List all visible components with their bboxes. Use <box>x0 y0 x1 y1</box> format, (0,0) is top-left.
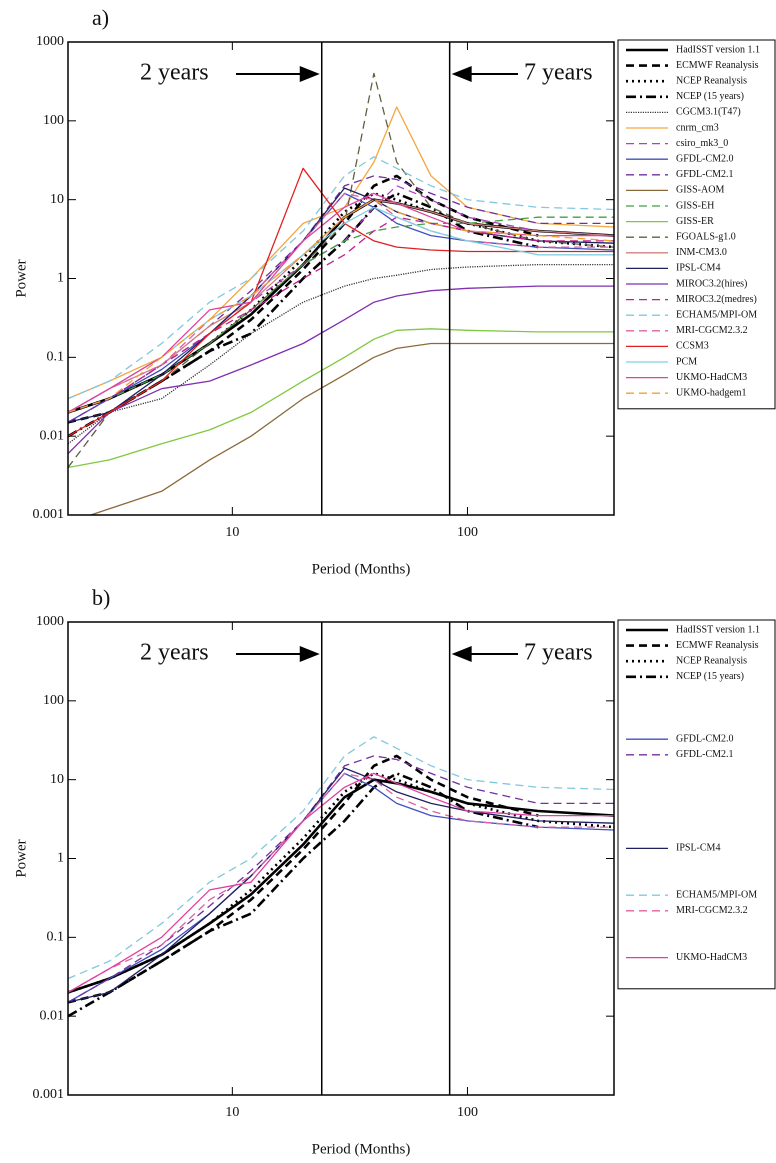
y-tick-label: 1 <box>57 851 64 866</box>
series-line <box>68 72 614 468</box>
series-group <box>68 72 614 515</box>
series-line <box>68 175 614 423</box>
legend-label: FGOALS-g1.0 <box>676 231 736 242</box>
legend-label: IPSL-CM4 <box>676 263 720 274</box>
x-axis-label: Period (Months) <box>312 561 411 577</box>
annotation: 7 years <box>524 60 593 86</box>
legend-label: MIROC3.2(medres) <box>676 294 757 305</box>
legend-label: CGCM3.1(T47) <box>676 107 741 118</box>
y-tick-label: 0.001 <box>33 507 65 522</box>
y-tick-label: 0.01 <box>40 1008 65 1023</box>
arrow-head <box>451 66 472 82</box>
x-tick-label: 100 <box>457 1105 478 1120</box>
y-tick-label: 100 <box>43 693 64 708</box>
series-line <box>68 736 614 980</box>
legend-label: cnrm_cm3 <box>676 122 719 133</box>
panel-label: b) <box>92 585 110 610</box>
y-tick-label: 1000 <box>36 614 64 629</box>
x-tick-label: 100 <box>457 525 478 540</box>
legend-label: ECMWF Reanalysis <box>676 640 759 651</box>
arrow-head <box>451 646 472 662</box>
series-line <box>68 778 614 994</box>
series-line <box>68 216 614 414</box>
series-line <box>68 772 614 993</box>
legend-label: GISS-AOM <box>676 185 724 196</box>
legend-label: UKMO-HadCM3 <box>676 952 747 963</box>
y-tick-label: 0.1 <box>47 350 65 365</box>
annotation: 7 years <box>524 640 593 666</box>
panel: a) 0.001 0.01 0.1 1 10 100 1000 10 100 Period (Mon… <box>13 5 776 577</box>
legend-label: GISS-EH <box>676 200 714 211</box>
series-line <box>68 772 614 993</box>
legend-label: HadISST version 1.1 <box>676 44 760 55</box>
legend-label: NCEP (15 years) <box>676 91 744 102</box>
legend-label: csiro_mk3_0 <box>676 138 728 149</box>
legend-label: GFDL-CM2.0 <box>676 153 734 164</box>
series-line <box>68 772 614 994</box>
legend-label: GISS-ER <box>676 216 714 227</box>
series-line <box>68 755 614 1003</box>
legend-label: NCEP Reanalysis <box>676 655 747 666</box>
y-axis-label: Power <box>13 259 29 297</box>
legend-label: GFDL-CM2.0 <box>676 733 734 744</box>
legend-label: HadISST version 1.1 <box>676 624 760 635</box>
y-tick-label: 0.1 <box>47 930 65 945</box>
series-line <box>68 199 614 414</box>
panel-label: a) <box>92 5 109 30</box>
legend-label: UKMO-hadgem1 <box>676 387 747 398</box>
x-tick-label: 10 <box>225 1105 239 1120</box>
y-axis-label: Power <box>13 839 29 877</box>
series-line <box>68 754 539 1004</box>
series-line <box>68 328 614 469</box>
series-line <box>68 263 614 445</box>
series-line <box>68 772 539 1018</box>
panel: b) 0.001 0.01 0.1 1 10 100 1000 10 100 Period (Mon… <box>13 585 776 1157</box>
annotation: 2 years <box>140 60 209 86</box>
legend-label: NCEP Reanalysis <box>676 75 747 86</box>
series-line <box>68 192 614 413</box>
y-tick-label: 1000 <box>36 34 64 49</box>
plot-frame <box>67 41 615 516</box>
legend-label: MRI-CGCM2.3.2 <box>676 325 748 336</box>
legend-label: GFDL-CM2.1 <box>676 169 734 180</box>
plot-frame <box>67 621 615 1096</box>
legend-label: CCSM3 <box>676 341 709 352</box>
legend-box <box>617 39 776 410</box>
x-tick-label: 10 <box>225 525 239 540</box>
legend-label: ECHAM5/MPI-OM <box>676 309 757 320</box>
legend-label: UKMO-HadCM3 <box>676 372 747 383</box>
series-line <box>68 156 614 400</box>
legend-label: IPSL-CM4 <box>676 843 720 854</box>
legend-label: MRI-CGCM2.3.2 <box>676 905 748 916</box>
y-tick-label: 0.01 <box>40 428 65 443</box>
legend-label: ECHAM5/MPI-OM <box>676 889 757 900</box>
y-tick-label: 10 <box>50 192 64 207</box>
annotation: 2 years <box>140 640 209 666</box>
series-line <box>68 106 614 400</box>
series-line <box>68 285 614 455</box>
legend-label: ECMWF Reanalysis <box>676 60 759 71</box>
legend-label: MIROC3.2(hires) <box>676 278 747 289</box>
legend-label: NCEP (15 years) <box>676 671 744 682</box>
legend-label: GFDL-CM2.1 <box>676 749 734 760</box>
y-tick-label: 1 <box>57 271 64 286</box>
x-axis-label: Period (Months) <box>312 1141 411 1157</box>
y-tick-label: 100 <box>43 113 64 128</box>
series-group <box>68 736 614 1018</box>
arrow-head <box>299 646 320 662</box>
series-line <box>88 342 614 515</box>
y-tick-label: 0.001 <box>33 1087 65 1102</box>
arrow-head <box>299 66 320 82</box>
legend-label: INM-CM3.0 <box>676 247 727 258</box>
series-line <box>68 198 614 414</box>
y-tick-label: 10 <box>50 772 64 787</box>
legend-box <box>617 619 776 990</box>
legend-label: PCM <box>676 356 697 367</box>
